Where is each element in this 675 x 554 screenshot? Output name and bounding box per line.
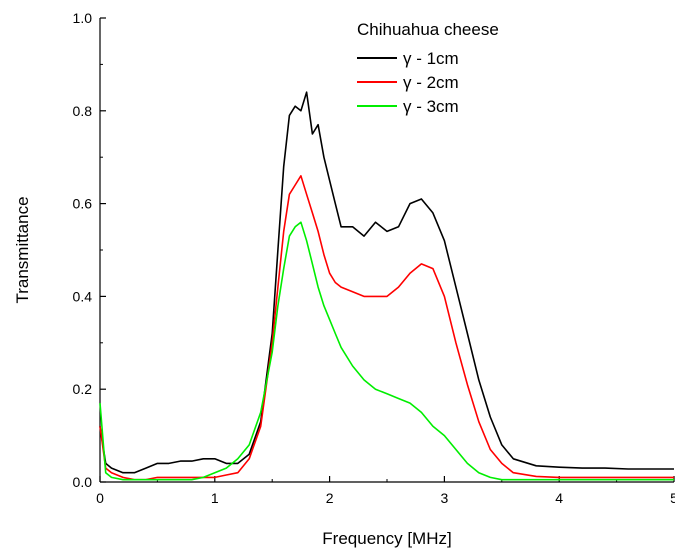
legend: Chihuahua cheese γ - 1cm γ - 2cm γ - 3cm <box>357 20 499 116</box>
x-tick-label: 2 <box>326 490 334 506</box>
x-tick-label: 0 <box>96 490 104 506</box>
y-tick-label: 0.8 <box>73 103 93 119</box>
y-tick-label: 1.0 <box>73 10 93 26</box>
x-tick-label: 3 <box>441 490 449 506</box>
legend-label-3: γ - 3cm <box>403 97 459 116</box>
legend-label-2: γ - 2cm <box>403 73 459 92</box>
y-tick-label: 0.0 <box>73 474 93 490</box>
plot-area <box>99 18 674 483</box>
series-line-3 <box>99 221 674 481</box>
y-axis-title: Transmittance <box>13 196 32 303</box>
series-layer <box>99 91 674 481</box>
x-tick-label: 1 <box>211 490 219 506</box>
y-tick-label: 0.6 <box>73 196 93 212</box>
y-axis: 0.0 0.2 0.4 0.6 0.8 1.0 <box>73 10 106 490</box>
legend-title: Chihuahua cheese <box>357 20 499 39</box>
x-tick-label: 5 <box>670 490 675 506</box>
series-line-2 <box>99 175 674 481</box>
legend-label-1: γ - 1cm <box>403 49 459 68</box>
y-tick-label: 0.2 <box>73 381 93 397</box>
series-line-1 <box>99 91 674 474</box>
y-tick-label: 0.4 <box>73 288 93 304</box>
x-tick-label: 4 <box>555 490 563 506</box>
x-axis-title: Frequency [MHz] <box>322 529 451 548</box>
